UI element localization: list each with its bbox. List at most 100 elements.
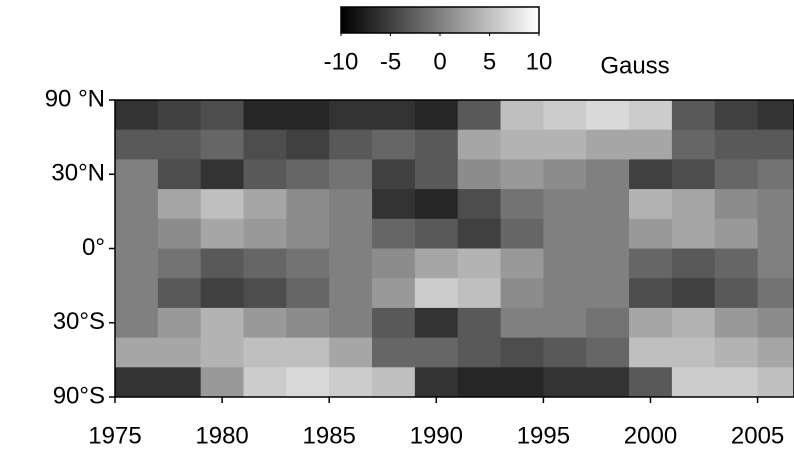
heatmap-cell <box>500 307 544 339</box>
heatmap-cell <box>500 248 544 279</box>
heatmap-cell <box>115 248 159 279</box>
heatmap-cell <box>671 278 716 309</box>
heatmap-cell <box>671 337 716 368</box>
heatmap-cell <box>500 100 544 131</box>
heatmap-cell <box>329 248 373 279</box>
heatmap-cell <box>757 189 794 220</box>
heatmap-cell <box>629 100 673 131</box>
heatmap-cell <box>586 337 630 368</box>
heatmap-cell <box>714 248 759 279</box>
heatmap <box>115 100 794 397</box>
heatmap-cell <box>286 218 330 249</box>
heatmap-cell <box>286 189 330 220</box>
heatmap-cell <box>200 218 245 249</box>
heatmap-cell <box>372 248 416 279</box>
heatmap-cell <box>586 218 630 249</box>
heatmap-cell <box>286 159 330 190</box>
heatmap-cell <box>372 337 416 368</box>
heatmap-cell <box>414 129 459 160</box>
heatmap-cell <box>500 367 544 397</box>
heatmap-cell <box>714 100 759 131</box>
heatmap-cell <box>629 189 673 220</box>
x-tick-label: 1975 <box>88 422 141 449</box>
heatmap-cell <box>757 337 794 368</box>
heatmap-cell <box>243 367 287 397</box>
colorbar <box>340 6 540 34</box>
heatmap-cell <box>629 248 673 279</box>
colorbar-tick-label: 10 <box>526 48 553 75</box>
heatmap-cell <box>671 129 716 160</box>
heatmap-cell <box>286 129 330 160</box>
heatmap-cell <box>115 337 159 368</box>
heatmap-cell <box>157 100 202 131</box>
heatmap-cell <box>586 189 630 220</box>
heatmap-cell <box>757 100 794 131</box>
heatmap-cell <box>243 189 287 220</box>
x-tick-label: 2005 <box>731 422 784 449</box>
heatmap-cell <box>200 100 245 131</box>
heatmap-cell <box>414 189 459 220</box>
heatmap-cell <box>243 218 287 249</box>
heatmap-cell <box>500 189 544 220</box>
heatmap-cell <box>714 189 759 220</box>
heatmap-cell <box>115 278 159 309</box>
heatmap-cell <box>671 367 716 397</box>
heatmap-cell <box>543 129 587 160</box>
heatmap-cell <box>329 100 373 131</box>
y-tick-label: 30°S <box>53 308 105 335</box>
heatmap-cell <box>286 248 330 279</box>
heatmap-cell <box>372 159 416 190</box>
heatmap-cell <box>414 307 459 339</box>
heatmap-cell <box>714 129 759 160</box>
heatmap-cell <box>500 337 544 368</box>
heatmap-cell <box>115 367 159 397</box>
heatmap-cell <box>414 100 459 131</box>
heatmap-cell <box>757 278 794 309</box>
heatmap-cell <box>414 159 459 190</box>
heatmap-cell <box>757 307 794 339</box>
heatmap-cell <box>157 278 202 309</box>
heatmap-cell <box>372 100 416 131</box>
heatmap-cell <box>586 159 630 190</box>
heatmap-cell <box>586 278 630 309</box>
heatmap-cell <box>372 278 416 309</box>
heatmap-cell <box>157 337 202 368</box>
heatmap-cell <box>757 367 794 397</box>
heatmap-cell <box>200 189 245 220</box>
heatmap-cell <box>457 248 502 279</box>
heatmap-cell <box>329 337 373 368</box>
heatmap-cell <box>414 367 459 397</box>
heatmap-cell <box>629 218 673 249</box>
heatmap-cell <box>671 248 716 279</box>
x-tick-label: 1980 <box>195 422 248 449</box>
heatmap-cell <box>200 129 245 160</box>
heatmap-cell <box>286 278 330 309</box>
heatmap-cell <box>329 307 373 339</box>
heatmap-cell <box>329 189 373 220</box>
heatmap-cell <box>629 129 673 160</box>
heatmap-cell <box>372 307 416 339</box>
x-tick-label: 2000 <box>624 422 677 449</box>
heatmap-cell <box>586 367 630 397</box>
heatmap-cell <box>586 129 630 160</box>
heatmap-cell <box>200 307 245 339</box>
heatmap-cell <box>243 278 287 309</box>
heatmap-cell <box>500 129 544 160</box>
colorbar-tick-label: -10 <box>324 48 359 75</box>
heatmap-cell <box>115 129 159 160</box>
heatmap-cell <box>629 159 673 190</box>
heatmap-cell <box>115 189 159 220</box>
colorbar-tick-label: -5 <box>380 48 401 75</box>
heatmap-cell <box>543 248 587 279</box>
heatmap-cell <box>157 189 202 220</box>
heatmap-cell <box>500 159 544 190</box>
heatmap-cell <box>714 218 759 249</box>
heatmap-cell <box>243 159 287 190</box>
heatmap-cell <box>414 248 459 279</box>
heatmap-cell <box>115 307 159 339</box>
heatmap-cell <box>243 129 287 160</box>
heatmap-cell <box>714 367 759 397</box>
x-tick-label: 1985 <box>303 422 356 449</box>
heatmap-cell <box>329 159 373 190</box>
